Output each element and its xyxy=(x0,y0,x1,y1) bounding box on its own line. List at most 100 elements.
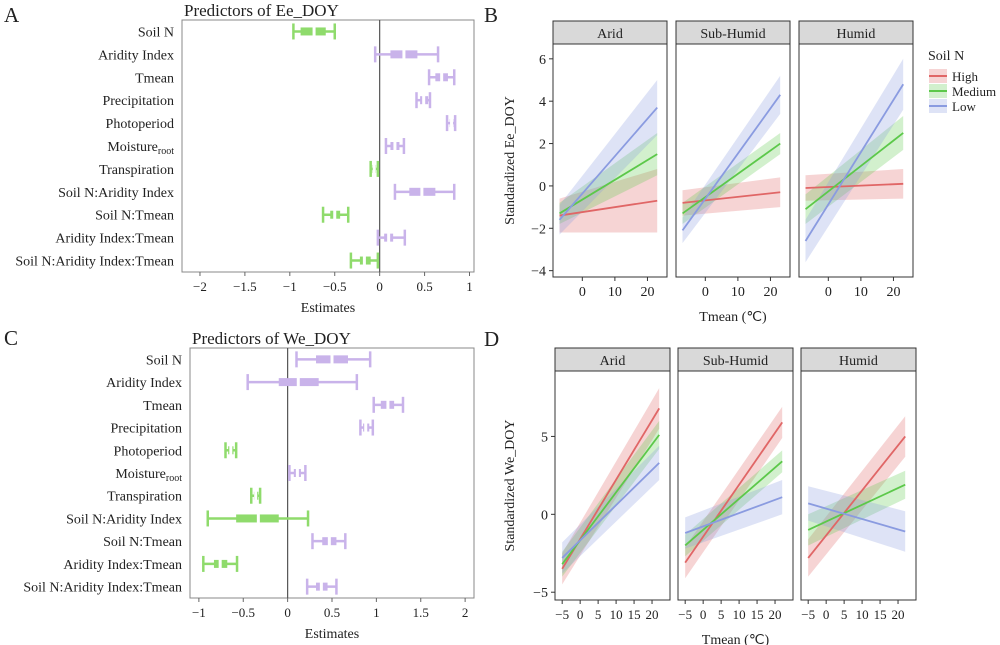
x-tick-label: 10 xyxy=(610,607,623,622)
estimate-marker xyxy=(440,72,444,83)
estimate-marker xyxy=(296,377,300,388)
row-label: Soil N xyxy=(138,25,174,40)
x-tick-label: −1 xyxy=(283,279,297,294)
x-tick-label: 10 xyxy=(854,285,868,300)
row-label: Aridity Index xyxy=(106,376,182,391)
x-tick-label: −2 xyxy=(193,279,207,294)
row-label-text: Photoperiod xyxy=(106,117,174,132)
row-label: Soil N:Aridity Index xyxy=(66,512,182,527)
estimate-marker xyxy=(386,399,390,410)
row-label-text: Aridity Index xyxy=(106,376,182,391)
x-tick-label: −5 xyxy=(555,607,569,622)
row-label: Photoperiod xyxy=(114,444,182,459)
x-tick-label: 0 xyxy=(702,285,709,300)
line-plot-b: Arid 0 10 20 Sub-Humid 0 10 20 Humid 0 10 20 −4 −2 0 2 4… xyxy=(503,20,914,325)
y-tick-label: −5 xyxy=(533,586,548,601)
panel-c-forest: C Predictors of We_DOY Soil N Aridity Inde… xyxy=(4,326,475,642)
estimate-marker xyxy=(362,255,366,266)
panel-label-b: B xyxy=(484,3,498,27)
row-label-text: Soil N:Aridity Index:Tmean xyxy=(15,255,174,270)
y-tick-label: −2 xyxy=(531,222,546,237)
y-axis-label: Standardized We_DOY xyxy=(503,420,518,552)
x-tick-label: 20 xyxy=(769,607,782,622)
legend-entry-label: Medium xyxy=(952,84,996,99)
series-line-medium xyxy=(804,132,904,210)
series-line-high xyxy=(805,182,904,189)
legend-entry-label: High xyxy=(952,69,979,84)
y-tick-label: 2 xyxy=(539,138,546,153)
row-label-text: Precipitation xyxy=(110,422,182,437)
legend-entry-label: Low xyxy=(952,99,976,114)
row-label-text: Soil N:Aridity Index xyxy=(66,512,182,527)
x-tick-label: 10 xyxy=(733,607,746,622)
row-label-text: Transpiration xyxy=(107,490,182,505)
estimate-marker xyxy=(402,49,406,60)
row-label: Soil N xyxy=(146,353,182,368)
x-axis-label: Tmean (℃) xyxy=(702,633,770,645)
estimate-marker xyxy=(372,163,376,174)
forest-plot-c: Predictors of We_DOY Soil N Aridity Index T… xyxy=(23,329,475,642)
row-label-text: Photoperiod xyxy=(114,444,182,459)
estimate-marker xyxy=(256,513,260,524)
x-tick-label: 5 xyxy=(595,607,602,622)
series-line-high xyxy=(684,421,783,564)
panel-a-forest: A Predictors of Ee_DOY Soil N Aridity Inde… xyxy=(4,1,475,316)
estimate-marker xyxy=(364,422,368,433)
row-label: Soil N:Aridity Index xyxy=(58,186,174,201)
x-tick-label: 15 xyxy=(751,607,764,622)
x-tick-label: −1 xyxy=(192,605,206,620)
row-label: Moistureroot xyxy=(115,467,182,484)
row-label-text: Tmean xyxy=(143,399,182,414)
x-tick-label: 0 xyxy=(284,605,291,620)
x-tick-label: 1.5 xyxy=(413,605,429,620)
x-tick-label: 5 xyxy=(841,607,848,622)
estimate-marker xyxy=(218,558,222,569)
x-tick-label: 1 xyxy=(373,605,380,620)
series-line-medium xyxy=(684,460,783,547)
row-label: Aridity Index:Tmean xyxy=(55,232,174,247)
row-label: Aridity Index:Tmean xyxy=(63,558,182,573)
x-tick-label: 10 xyxy=(856,607,869,622)
ci-band-low xyxy=(559,80,658,235)
row-label: Tmean xyxy=(135,71,174,86)
legend-title: Soil N xyxy=(928,49,964,64)
ci-band-high xyxy=(682,177,781,216)
x-tick-label: 15 xyxy=(628,607,641,622)
x-tick-label: 1 xyxy=(466,279,473,294)
facet-frame xyxy=(800,370,917,601)
row-label-text: Moisture xyxy=(107,140,158,155)
row-label: Tmean xyxy=(143,399,182,414)
x-tick-label: 0 xyxy=(579,285,586,300)
x-axis-label: Estimates xyxy=(305,627,359,642)
series-line-high xyxy=(559,199,658,217)
series-line-high xyxy=(807,435,906,559)
facet-strip-label: Sub-Humid xyxy=(703,354,768,369)
row-label-text: Precipitation xyxy=(102,94,174,109)
series-line-low xyxy=(804,83,904,242)
chart-title: Predictors of We_DOY xyxy=(192,329,351,348)
forest-plot-a: Predictors of Ee_DOY Soil N Aridity Index T… xyxy=(15,1,475,316)
row-label-subscript: root xyxy=(166,473,182,484)
row-label: Precipitation xyxy=(110,422,182,437)
facet-strip-label: Sub-Humid xyxy=(700,27,765,42)
y-tick-label: 5 xyxy=(541,430,548,445)
x-tick-label: −0.5 xyxy=(231,605,255,620)
x-tick-label: 15 xyxy=(874,607,887,622)
x-tick-label: 0 xyxy=(825,285,832,300)
x-tick-label: 20 xyxy=(886,285,900,300)
row-label-text: Aridity Index:Tmean xyxy=(63,558,182,573)
x-tick-label: 2 xyxy=(462,605,469,620)
row-label-text: Transpiration xyxy=(99,163,174,178)
series-line-low xyxy=(558,106,658,221)
series-line-low xyxy=(681,94,781,231)
x-axis-label: Tmean (℃) xyxy=(699,310,767,325)
row-label-text: Aridity Index:Tmean xyxy=(55,232,174,247)
row-label: Precipitation xyxy=(102,94,174,109)
series-line-medium xyxy=(559,153,658,215)
row-label: Aridity Index xyxy=(98,48,174,63)
x-tick-label: 10 xyxy=(731,285,745,300)
series-line-low xyxy=(684,496,783,534)
y-tick-label: 4 xyxy=(539,95,546,110)
